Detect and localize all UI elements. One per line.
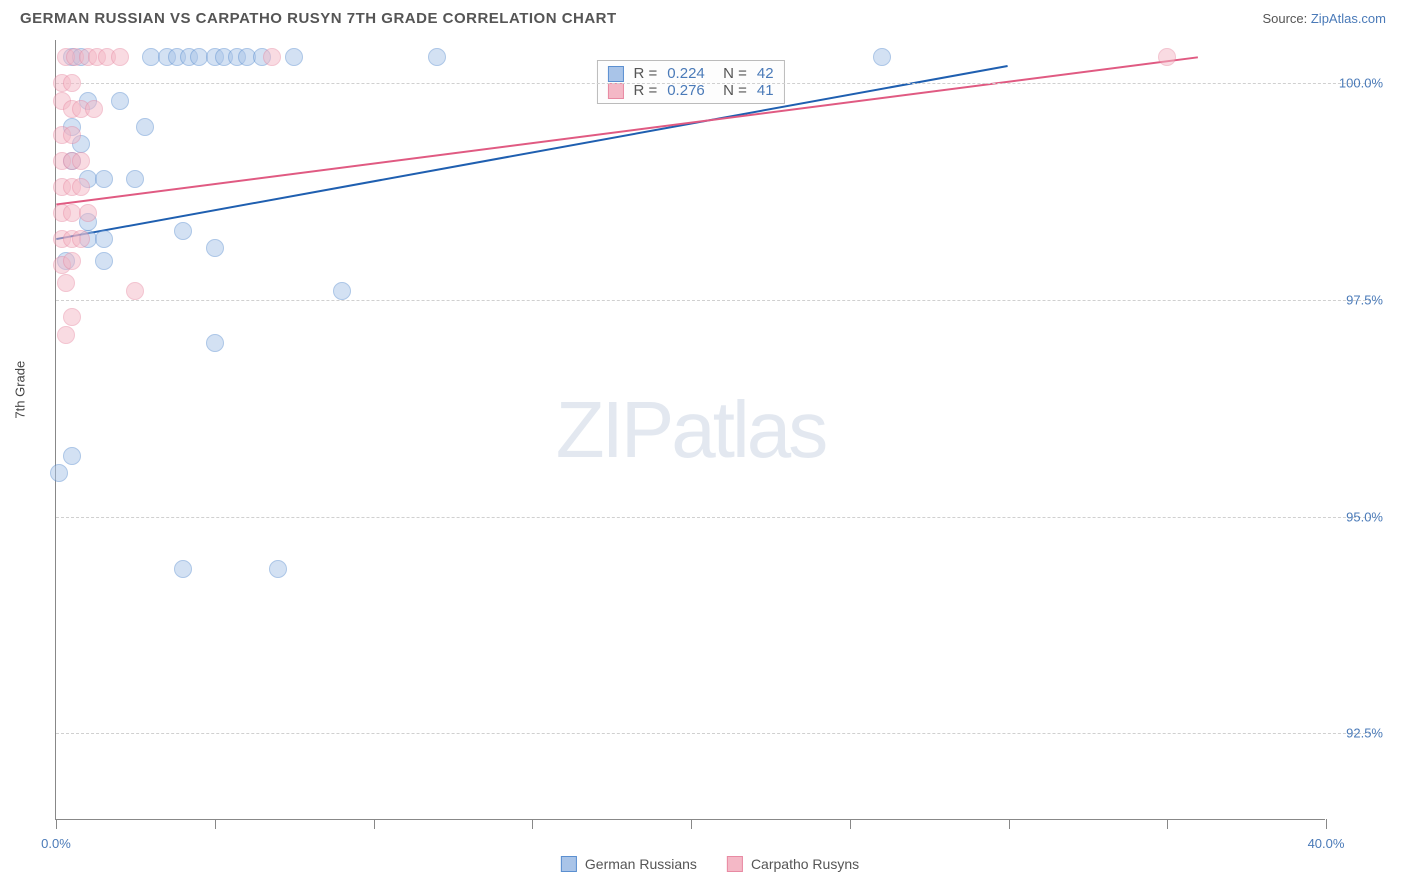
data-point xyxy=(85,100,103,118)
legend-item: German Russians xyxy=(561,856,697,872)
x-tick xyxy=(1167,819,1168,829)
stats-legend: R = 0.224 N = 42R = 0.276 N = 41 xyxy=(596,60,784,104)
data-point xyxy=(95,230,113,248)
data-point xyxy=(79,204,97,222)
source-prefix: Source: xyxy=(1262,11,1310,26)
data-point xyxy=(72,230,90,248)
series-legend: German Russians Carpatho Rusyns xyxy=(561,856,859,872)
x-tick-label: 40.0% xyxy=(1308,836,1345,851)
data-point xyxy=(333,282,351,300)
legend-swatch xyxy=(561,856,577,872)
data-point xyxy=(50,464,68,482)
data-point xyxy=(428,48,446,66)
stat-r-label: R = xyxy=(633,82,657,99)
data-point xyxy=(174,560,192,578)
data-point xyxy=(63,74,81,92)
data-point xyxy=(263,48,281,66)
y-tick-label: 97.5% xyxy=(1346,293,1383,308)
stat-n-value: 41 xyxy=(757,82,774,99)
x-tick xyxy=(215,819,216,829)
data-point xyxy=(95,170,113,188)
data-point xyxy=(111,92,129,110)
watermark: ZIPatlas xyxy=(556,384,825,476)
x-tick xyxy=(374,819,375,829)
data-point xyxy=(269,560,287,578)
y-tick-label: 95.0% xyxy=(1346,509,1383,524)
data-point xyxy=(63,252,81,270)
legend-item: Carpatho Rusyns xyxy=(727,856,859,872)
data-point xyxy=(72,152,90,170)
source-label: Source: ZipAtlas.com xyxy=(1262,11,1386,26)
data-point xyxy=(285,48,303,66)
stat-r-label: R = xyxy=(633,65,657,82)
x-tick xyxy=(850,819,851,829)
watermark-atlas: atlas xyxy=(671,385,825,474)
data-point xyxy=(1158,48,1176,66)
x-tick xyxy=(56,819,57,829)
data-point xyxy=(63,308,81,326)
stat-r-value: 0.276 xyxy=(667,82,705,99)
gridline-h xyxy=(56,300,1376,301)
data-point xyxy=(206,334,224,352)
stat-n-label: N = xyxy=(715,82,747,99)
data-point xyxy=(95,252,113,270)
data-point xyxy=(111,48,129,66)
data-point xyxy=(126,282,144,300)
x-tick xyxy=(1326,819,1327,829)
legend-label: Carpatho Rusyns xyxy=(751,856,859,872)
legend-swatch xyxy=(607,66,623,82)
x-tick xyxy=(1009,819,1010,829)
x-tick xyxy=(691,819,692,829)
y-axis-title: 7th Grade xyxy=(13,361,28,419)
chart-title: GERMAN RUSSIAN VS CARPATHO RUSYN 7TH GRA… xyxy=(20,10,617,27)
legend-swatch xyxy=(727,856,743,872)
data-point xyxy=(72,178,90,196)
gridline-h xyxy=(56,83,1376,84)
x-tick-label: 0.0% xyxy=(41,836,71,851)
data-point xyxy=(126,170,144,188)
stat-n-label: N = xyxy=(715,65,747,82)
stat-n-value: 42 xyxy=(757,65,774,82)
gridline-h xyxy=(56,733,1376,734)
stats-legend-row: R = 0.224 N = 42 xyxy=(607,65,773,82)
data-point xyxy=(174,222,192,240)
stat-r-value: 0.224 xyxy=(667,65,705,82)
x-tick xyxy=(532,819,533,829)
y-tick-label: 100.0% xyxy=(1339,76,1383,91)
data-point xyxy=(57,326,75,344)
plot-area: ZIPatlas R = 0.224 N = 42R = 0.276 N = 4… xyxy=(55,40,1325,820)
source-link[interactable]: ZipAtlas.com xyxy=(1311,11,1386,26)
y-tick-label: 92.5% xyxy=(1346,726,1383,741)
data-point xyxy=(206,239,224,257)
chart-container: 7th Grade ZIPatlas R = 0.224 N = 42R = 0… xyxy=(45,40,1375,840)
stats-legend-row: R = 0.276 N = 41 xyxy=(607,82,773,99)
watermark-zip: ZIP xyxy=(556,385,671,474)
trend-line xyxy=(56,66,1007,239)
legend-swatch xyxy=(607,83,623,99)
data-point xyxy=(136,118,154,136)
data-point xyxy=(63,447,81,465)
trend-lines xyxy=(56,40,1325,819)
data-point xyxy=(873,48,891,66)
data-point xyxy=(63,126,81,144)
legend-label: German Russians xyxy=(585,856,697,872)
data-point xyxy=(57,274,75,292)
gridline-h xyxy=(56,517,1376,518)
